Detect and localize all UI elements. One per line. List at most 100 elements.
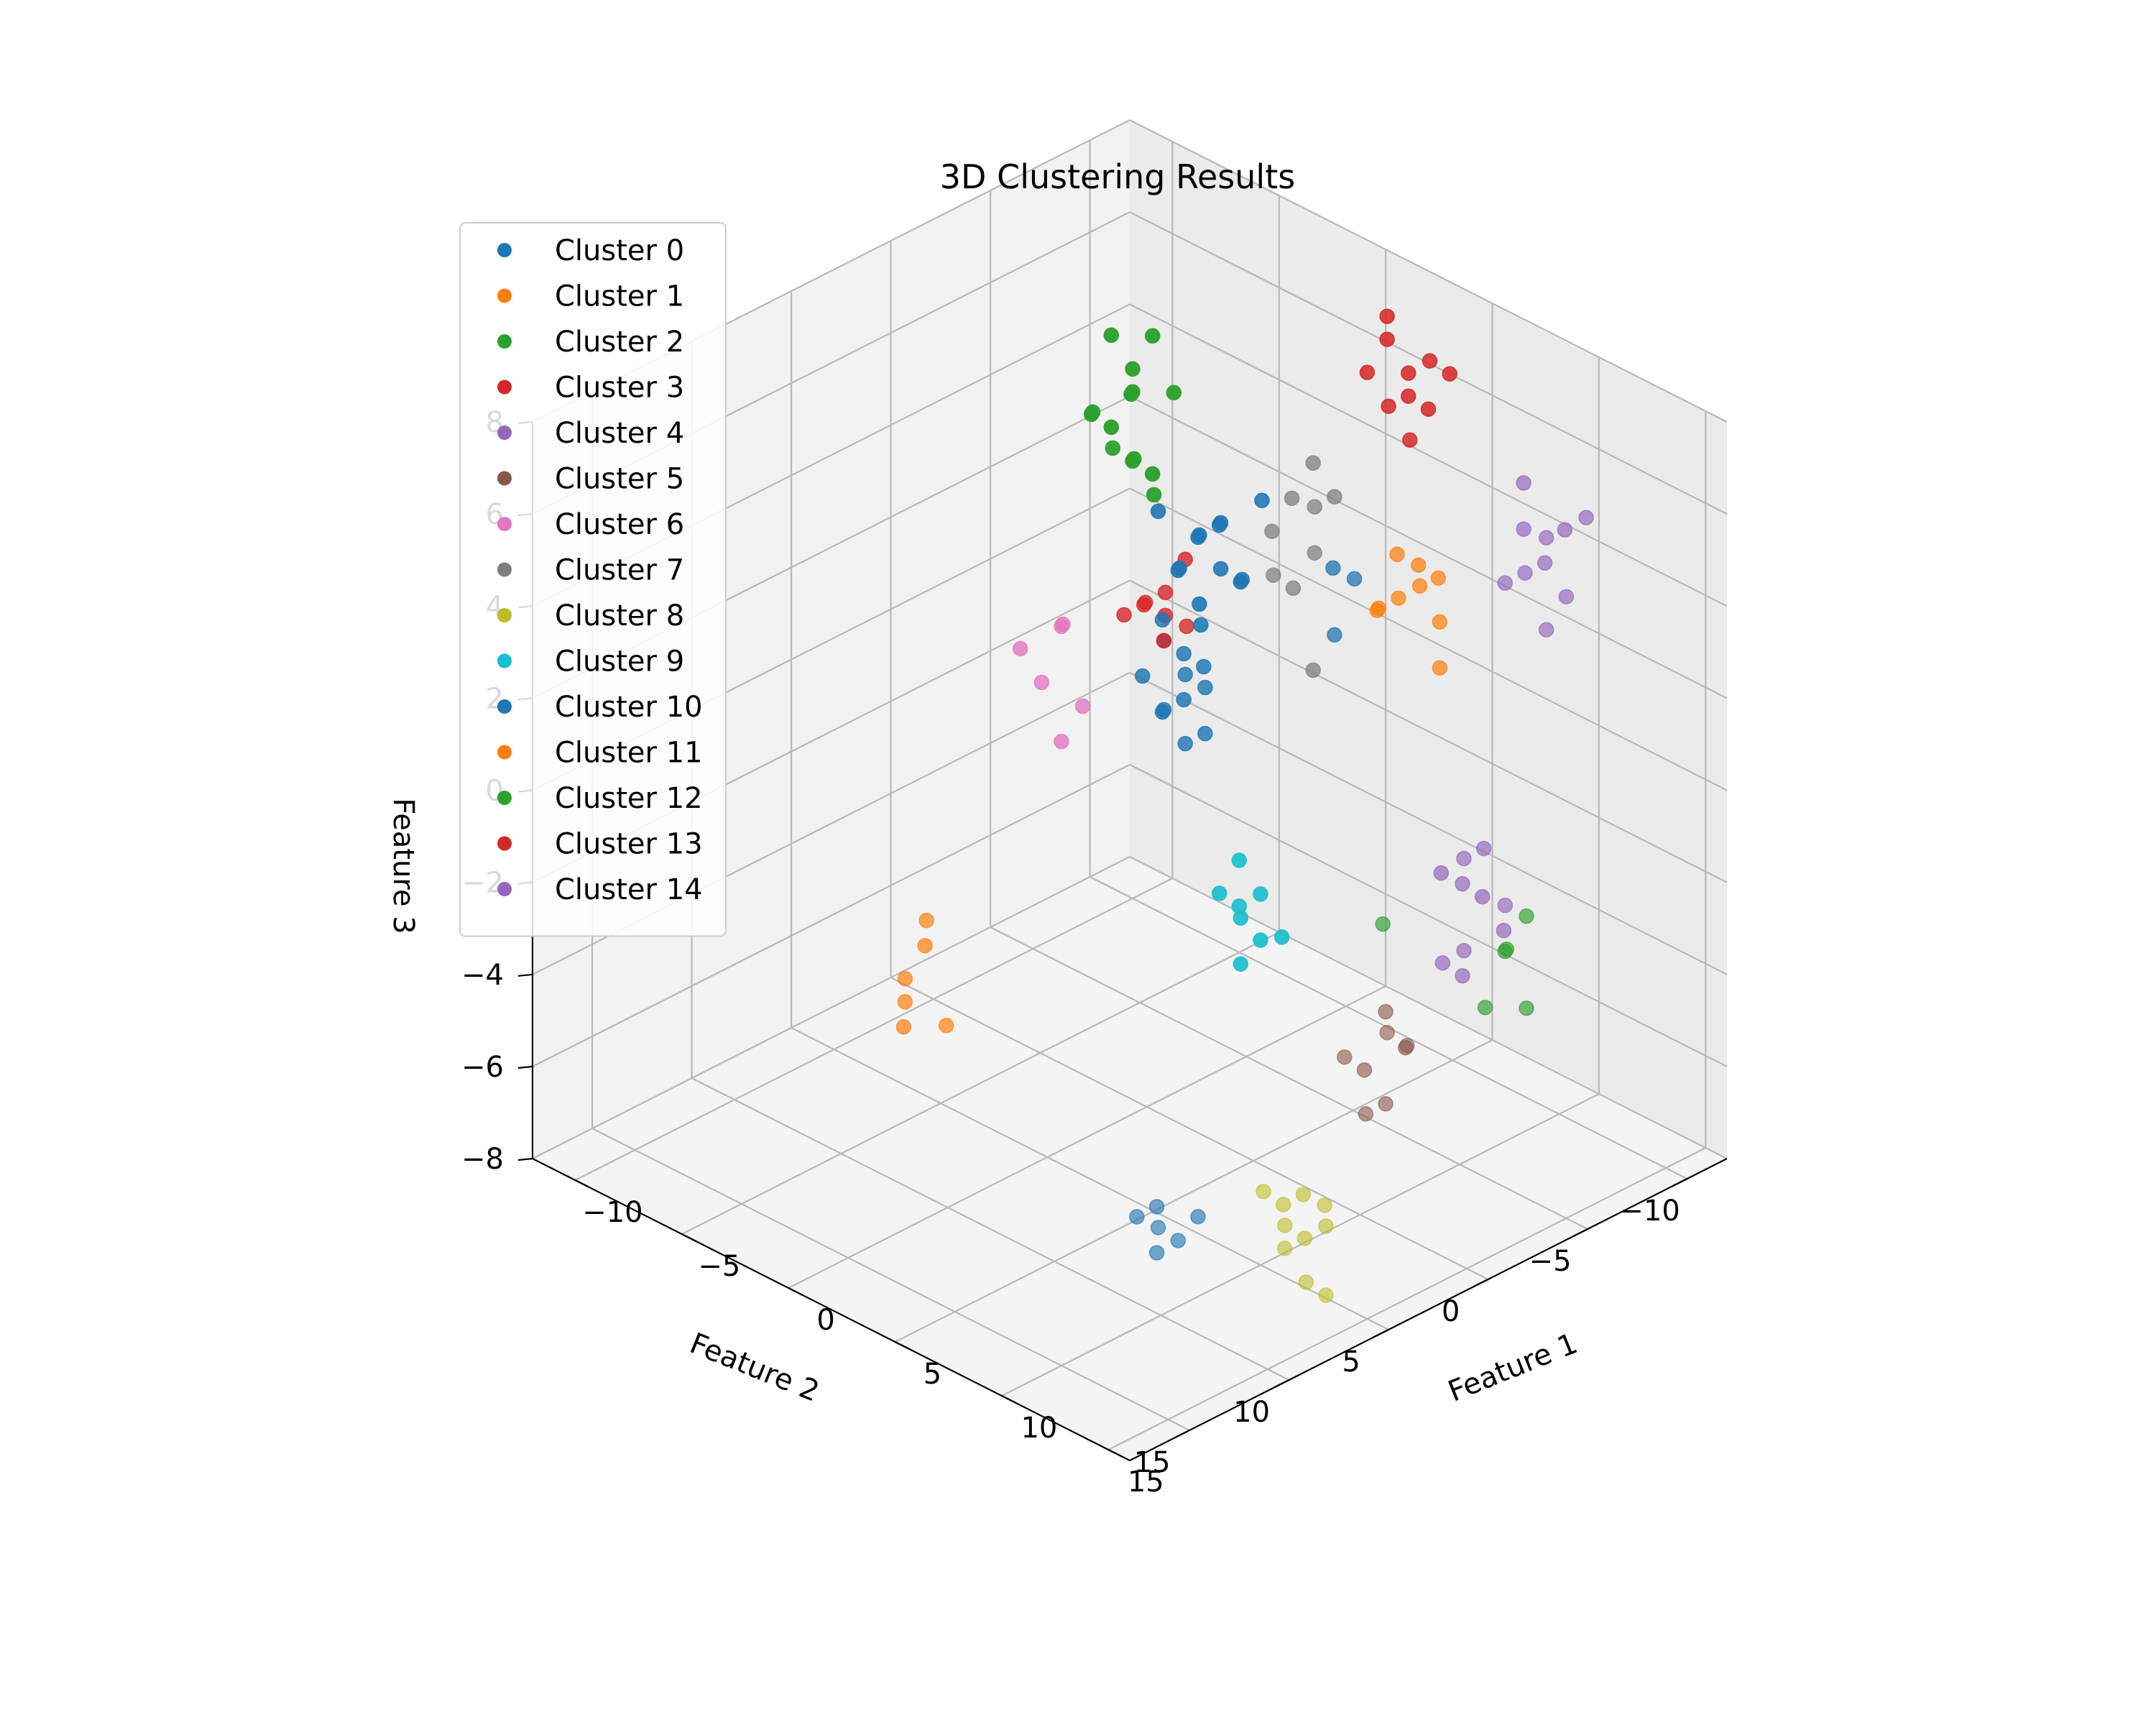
data-point <box>1135 668 1151 684</box>
data-point <box>1233 956 1249 972</box>
data-point <box>1193 617 1209 633</box>
data-point <box>1379 308 1395 324</box>
legend-marker <box>497 243 512 257</box>
data-point <box>1177 735 1193 752</box>
data-point <box>1176 645 1192 662</box>
data-point <box>1105 440 1121 456</box>
data-point <box>1296 1230 1313 1246</box>
y-tick-label: 15 <box>1128 1466 1164 1499</box>
data-point <box>1456 850 1472 867</box>
data-point <box>1475 840 1492 857</box>
data-point <box>1455 875 1470 892</box>
gridline-x-floor <box>791 1027 1389 1330</box>
data-point <box>1375 916 1391 932</box>
legend-marker <box>497 288 512 303</box>
x-tick-mark <box>1672 1178 1688 1187</box>
gridline-z-left <box>1129 487 1728 791</box>
data-point <box>1179 618 1194 635</box>
x-axis-line <box>1129 1158 1728 1461</box>
legend-label: Cluster 10 <box>555 691 703 724</box>
data-point <box>1398 1039 1414 1056</box>
data-point <box>1192 596 1207 612</box>
y-tick-mark <box>574 1179 590 1188</box>
y-tick-mark <box>895 1341 910 1350</box>
data-point <box>1519 1000 1534 1016</box>
legend-marker <box>497 791 512 805</box>
legend-marker <box>497 380 512 395</box>
data-point <box>1054 618 1069 635</box>
data-point <box>1129 1209 1145 1225</box>
data-point <box>1177 666 1193 683</box>
data-point <box>1305 455 1321 471</box>
legend-label: Cluster 5 <box>555 463 684 496</box>
data-point <box>1211 517 1227 533</box>
data-point <box>1442 366 1457 382</box>
data-point <box>1116 607 1132 623</box>
gridline-y-floor <box>574 878 1173 1181</box>
data-point <box>1170 1233 1187 1248</box>
data-point <box>1125 361 1141 377</box>
data-point <box>897 970 913 987</box>
data-point <box>1433 865 1450 881</box>
data-point <box>1157 584 1174 601</box>
data-point <box>1123 386 1139 402</box>
legend-label: Cluster 7 <box>555 554 684 587</box>
z-tick-mark <box>517 1065 533 1069</box>
data-point <box>1156 632 1172 649</box>
data-point <box>1578 510 1594 525</box>
gridline-z-right <box>532 856 1130 1159</box>
data-point <box>1381 398 1396 414</box>
data-point <box>1538 530 1554 546</box>
gridline-y-floor <box>1107 1147 1706 1450</box>
legend-box <box>459 222 727 937</box>
data-point <box>1197 725 1213 742</box>
data-point <box>1379 1024 1395 1041</box>
data-point <box>1516 521 1531 537</box>
legend-label: Cluster 9 <box>555 645 684 678</box>
scatter-points <box>895 308 1594 1303</box>
data-point <box>1378 1096 1393 1112</box>
data-point <box>1307 545 1322 561</box>
gridline-z-left <box>1129 579 1728 883</box>
data-point <box>1317 1197 1332 1213</box>
data-point <box>1369 602 1386 619</box>
legend-marker <box>497 653 512 668</box>
gridline-y-floor <box>788 985 1386 1289</box>
data-point <box>1410 557 1427 573</box>
y-tick-mark <box>1107 1449 1123 1458</box>
data-point <box>1537 555 1553 571</box>
data-point <box>1074 698 1091 714</box>
legend-label: Cluster 1 <box>555 280 684 313</box>
data-point <box>1196 658 1212 675</box>
data-point <box>1275 1197 1291 1213</box>
data-point <box>1273 929 1290 945</box>
data-point <box>1264 523 1280 539</box>
gridline-z-left <box>1129 303 1728 607</box>
data-point <box>1146 487 1162 503</box>
data-point <box>1379 331 1395 347</box>
legend-label: Cluster 4 <box>555 417 684 450</box>
y-axis-label: Feature 2 <box>685 1327 824 1409</box>
y-axis-line <box>532 1158 1130 1461</box>
legend-marker <box>497 882 512 896</box>
legend-marker <box>497 608 512 622</box>
legend-marker <box>497 562 512 577</box>
x-tick-mark <box>1274 1379 1290 1388</box>
data-point <box>939 1018 954 1034</box>
data-point <box>1154 612 1171 628</box>
data-point <box>918 912 934 929</box>
data-point <box>1327 627 1342 643</box>
data-point <box>1103 327 1120 344</box>
legend-marker <box>497 426 512 440</box>
data-point <box>1337 1049 1353 1065</box>
chart-title: 3D Clustering Results <box>940 157 1295 196</box>
gridline-x-floor <box>990 926 1588 1230</box>
data-point <box>1455 967 1470 984</box>
data-point <box>1176 691 1192 708</box>
data-point <box>1318 1287 1334 1303</box>
legend-label: Cluster 12 <box>555 782 703 815</box>
legend-label: Cluster 8 <box>555 599 684 632</box>
legend-marker <box>497 471 512 486</box>
data-point <box>1148 1245 1165 1261</box>
gridline-y-floor <box>681 932 1280 1235</box>
